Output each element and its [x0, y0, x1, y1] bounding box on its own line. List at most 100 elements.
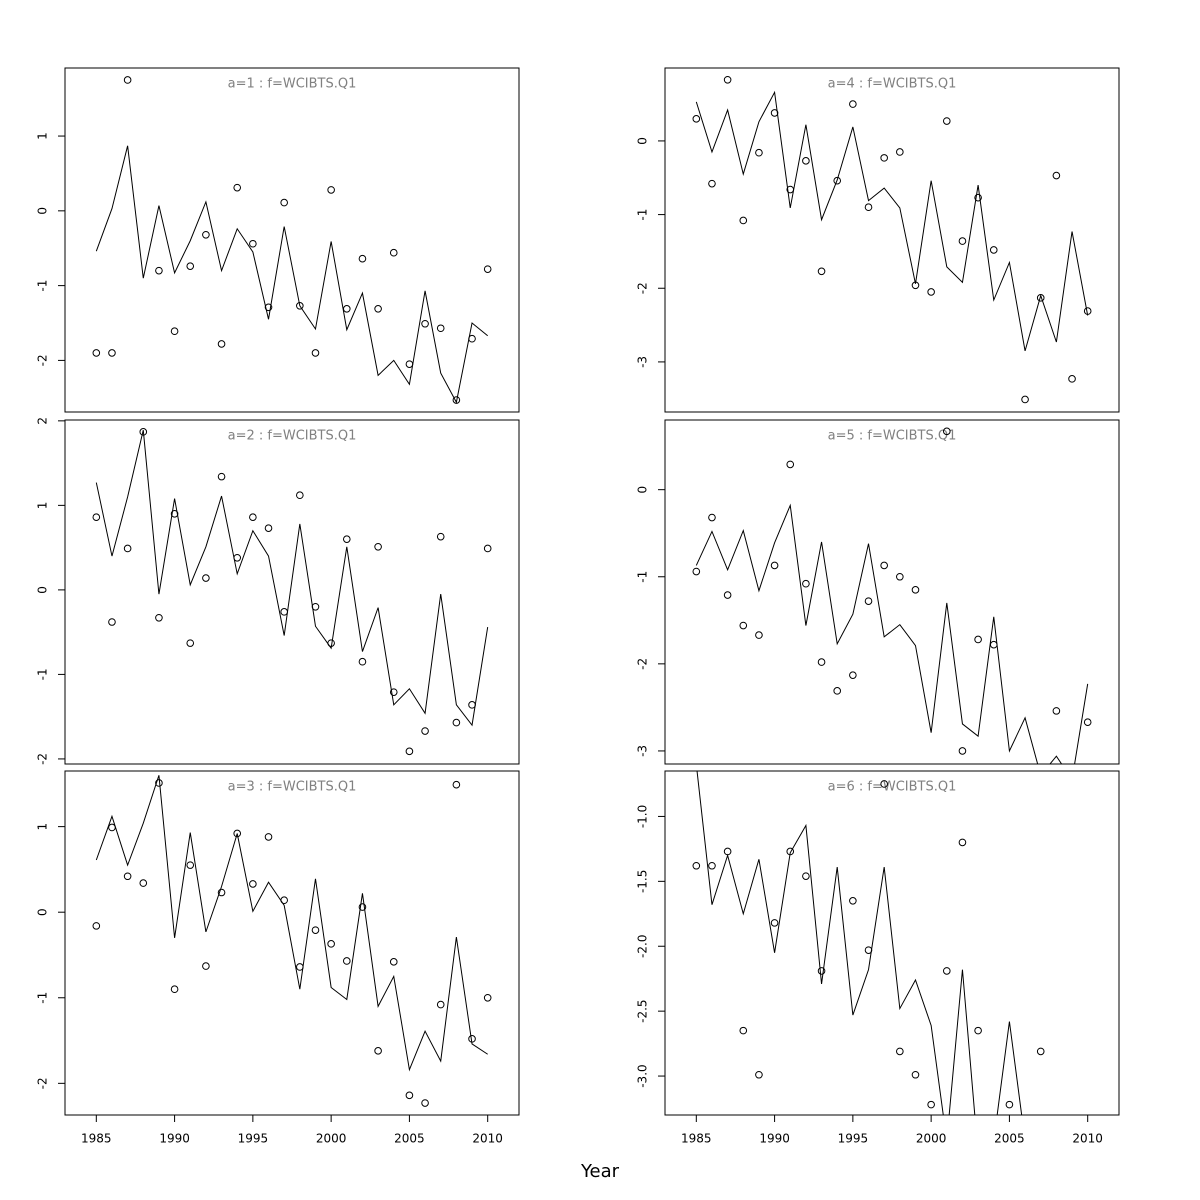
panel-title: a=2 : f=WCIBTS.Q1 [228, 429, 357, 444]
observed-point [264, 524, 273, 532]
x-tick-label: 1990 [759, 1132, 790, 1146]
observed-point [802, 872, 810, 880]
observed-point [280, 198, 288, 207]
observed-point [389, 248, 398, 257]
observed-point [692, 861, 701, 870]
y-tick-label: 0 [36, 908, 50, 916]
observed-point [405, 747, 414, 756]
observed-point [139, 879, 148, 887]
observed-point [708, 861, 716, 870]
observed-point [896, 148, 904, 156]
observed-point [911, 1070, 920, 1079]
observed-point [1052, 171, 1061, 180]
plot-area [92, 775, 492, 1107]
observed-point [958, 237, 967, 245]
observed-point [770, 919, 779, 927]
observed-point [217, 472, 226, 481]
observed-point [880, 561, 888, 570]
observed-point [974, 1026, 982, 1035]
x-tick-label: 2005 [994, 1132, 1025, 1146]
y-tick-label: -2 [36, 354, 50, 366]
x-tick-label: 2000 [916, 1132, 947, 1146]
observed-point [389, 688, 398, 696]
observed-point [942, 427, 951, 436]
observed-point [817, 267, 826, 276]
observed-point [723, 847, 732, 856]
observed-point [296, 491, 304, 500]
observed-point [202, 230, 210, 239]
observed-point [452, 718, 461, 727]
observed-point [1036, 294, 1045, 302]
observed-point [264, 833, 273, 841]
y-tick-label: -1.0 [636, 805, 650, 828]
observed-point [280, 896, 288, 905]
observed-point [405, 1091, 414, 1100]
observed-point [755, 631, 763, 639]
observed-point [911, 281, 920, 290]
panel-frame [64, 419, 520, 765]
observed-point [170, 985, 179, 994]
observed-point [155, 613, 163, 622]
x-axis-label: Year [580, 1161, 620, 1182]
y-tick-label: -1 [36, 280, 50, 292]
y-tick-label: -1 [36, 992, 50, 1004]
observed-point [833, 687, 842, 695]
observed-point [327, 639, 335, 647]
panel-frame [664, 419, 1120, 765]
observed-point [927, 288, 935, 296]
observed-point [421, 1099, 429, 1107]
observed-point [374, 1047, 382, 1055]
observed-point [123, 76, 132, 84]
observed-point [817, 658, 826, 666]
observed-point [311, 926, 320, 934]
y-tick-label: 0 [636, 486, 650, 494]
panel-frame [64, 67, 520, 413]
x-tick-label: 1985 [681, 1132, 712, 1146]
observed-point [1021, 395, 1029, 404]
observed-point [786, 460, 795, 469]
observed-point [374, 305, 382, 313]
observed-point [92, 349, 101, 357]
x-tick-label: 1990 [159, 1132, 190, 1146]
observed-point [92, 513, 101, 521]
y-tick-label: 0 [636, 137, 650, 145]
panel-frame [664, 770, 1120, 1116]
observed-point [108, 349, 116, 357]
observed-point [452, 396, 461, 404]
observed-point [264, 303, 273, 312]
observed-point [692, 115, 701, 123]
observed-point [849, 897, 857, 905]
y-tick-label: 0 [36, 207, 50, 215]
observed-point [342, 305, 351, 313]
plot-area [92, 76, 492, 404]
observed-point [958, 838, 967, 847]
observed-point [755, 1070, 763, 1079]
observed-point [974, 635, 982, 644]
observed-point [1005, 1100, 1014, 1109]
observed-point [311, 349, 320, 357]
y-tick-label: -1 [36, 668, 50, 680]
observed-point [155, 266, 163, 275]
x-tick-label: 2010 [472, 1132, 503, 1146]
observed-point [186, 861, 195, 869]
observed-point [483, 993, 492, 1002]
observed-point [186, 262, 195, 270]
observed-point [342, 535, 351, 543]
observed-point [1036, 1047, 1045, 1056]
observed-point [436, 324, 445, 333]
observed-point [421, 319, 429, 328]
y-tick-label: -2 [36, 1077, 50, 1089]
panel-title: a=3 : f=WCIBTS.Q1 [228, 780, 357, 795]
x-tick-label: 1995 [838, 1132, 869, 1146]
observed-point [833, 176, 842, 185]
observed-point [468, 334, 476, 343]
panel-title: a=6 : f=WCIBTS.Q1 [828, 780, 957, 795]
y-tick-label: -2 [636, 658, 650, 670]
observed-point [374, 542, 382, 551]
observed-point [723, 591, 732, 599]
observed-point [817, 967, 826, 975]
observed-point [896, 1047, 904, 1056]
observed-point [155, 779, 163, 787]
observed-point [739, 621, 748, 630]
